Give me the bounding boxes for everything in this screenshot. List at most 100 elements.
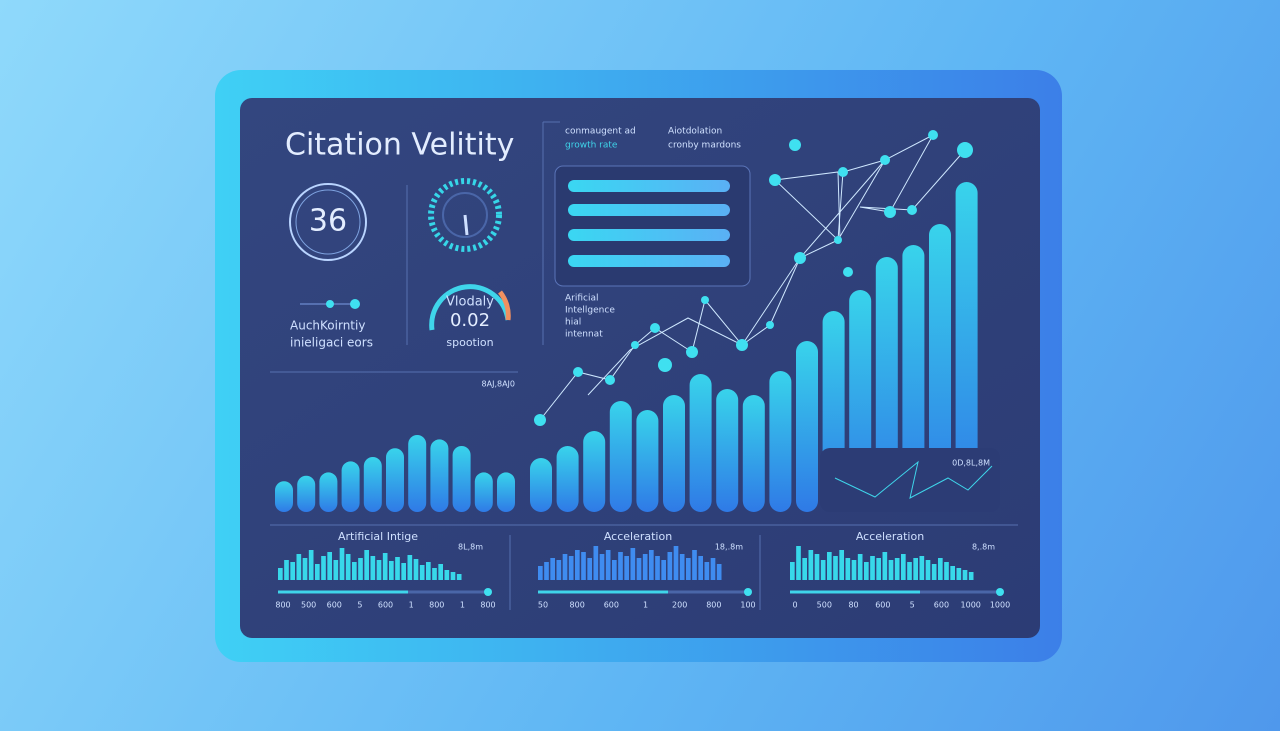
spark-bar <box>339 548 345 580</box>
spark-bar <box>333 560 339 580</box>
bar <box>452 446 471 512</box>
spark-bar <box>562 554 568 580</box>
count-ring <box>289 183 367 261</box>
spark-bar <box>432 568 437 580</box>
spark-bar <box>956 568 962 580</box>
gauge-caption: spootion <box>446 336 493 349</box>
count: 36 <box>309 204 347 239</box>
bar <box>769 371 792 512</box>
tick-label: 800 <box>275 601 290 610</box>
spark-bar <box>407 555 413 580</box>
card-label: conmaugent ad <box>565 127 636 137</box>
bar <box>716 389 739 512</box>
tick-label: 800 <box>429 601 444 610</box>
spark-bar <box>438 564 443 580</box>
side-text: hial <box>565 318 581 328</box>
bar <box>408 435 427 512</box>
bars <box>275 182 978 512</box>
spark-bar <box>968 572 974 580</box>
spark-bar <box>321 556 326 580</box>
spark-bar <box>284 560 289 580</box>
spark-bar <box>327 552 332 580</box>
spark-bar <box>796 546 801 580</box>
tick-label: 500 <box>817 601 832 610</box>
spark-bar <box>302 558 308 580</box>
spark-bar <box>364 550 369 580</box>
bar <box>663 395 685 512</box>
spark-bar <box>820 560 826 580</box>
spark-bar <box>938 558 943 580</box>
spark-bar <box>882 552 888 580</box>
tick-label: 1000 <box>961 601 981 610</box>
spark-bar <box>888 560 894 580</box>
bar <box>386 448 404 512</box>
spark-bar <box>667 552 673 580</box>
card-label: cronby mardons <box>668 141 741 151</box>
spark-bar <box>692 550 697 580</box>
slider-knob[interactable] <box>350 299 360 309</box>
tick-label: 600 <box>875 601 890 610</box>
slider-knob[interactable] <box>744 588 752 596</box>
slider-knob[interactable] <box>326 300 334 308</box>
network-nodes <box>534 130 973 426</box>
spark-bar <box>612 560 617 580</box>
panel-title: Acceleration <box>604 530 672 543</box>
spark-bar <box>814 554 820 580</box>
spark-bar <box>790 562 795 580</box>
bar <box>742 395 765 512</box>
spark-bar <box>962 570 968 580</box>
card-bar <box>568 204 730 216</box>
card-bar <box>568 180 730 192</box>
spark-bar <box>864 562 869 580</box>
tick-label: 80 <box>848 601 858 610</box>
spark-bar <box>278 568 283 580</box>
bar <box>530 458 552 512</box>
bar <box>556 446 579 512</box>
spark-bar <box>444 570 450 580</box>
count-ring-inner <box>295 189 361 255</box>
bar <box>341 461 360 512</box>
slider-knob[interactable] <box>484 588 492 596</box>
slider-knob[interactable] <box>996 588 1004 596</box>
bar <box>609 401 632 512</box>
side-text: Arificial <box>565 294 599 304</box>
spark-bar <box>315 564 320 580</box>
bar <box>583 431 606 512</box>
spark-bar <box>456 574 462 580</box>
spark-bar <box>642 554 648 580</box>
bar <box>796 341 818 512</box>
tick-label: 100 <box>740 601 755 610</box>
card-bar <box>568 229 730 241</box>
spark-bar <box>290 562 295 580</box>
bar <box>319 472 338 512</box>
card-bar <box>568 255 730 267</box>
spark-bar <box>630 548 636 580</box>
spark-bar <box>876 558 881 580</box>
tick-label: 500 <box>301 601 316 610</box>
spark-bar <box>649 550 654 580</box>
spark-bar <box>907 562 912 580</box>
card-label: growth rate <box>565 141 618 151</box>
spark-bar <box>901 554 906 580</box>
spark-bar <box>894 558 900 580</box>
spark-bar <box>802 558 807 580</box>
bar <box>902 245 925 512</box>
bar <box>955 182 978 512</box>
mini-network <box>834 460 993 499</box>
gauge-label: Vlodaly <box>446 295 494 310</box>
mini-panel <box>820 448 1000 512</box>
spark-bar <box>413 559 419 580</box>
panel-label: 18,.8m <box>715 543 743 552</box>
tick-label: 1000 <box>990 601 1010 610</box>
panel-title: Artificial Intige <box>338 530 418 543</box>
spark-bar <box>845 558 851 580</box>
spark-bar <box>636 558 642 580</box>
title: Citation Velitity <box>285 128 514 163</box>
bar <box>929 224 951 512</box>
card-label: Aiotdolation <box>668 127 722 137</box>
spark-bar <box>944 562 949 580</box>
tick-label: 50 <box>538 601 548 610</box>
tick-label: 0 <box>792 601 797 610</box>
gauge2-accent <box>497 290 511 321</box>
